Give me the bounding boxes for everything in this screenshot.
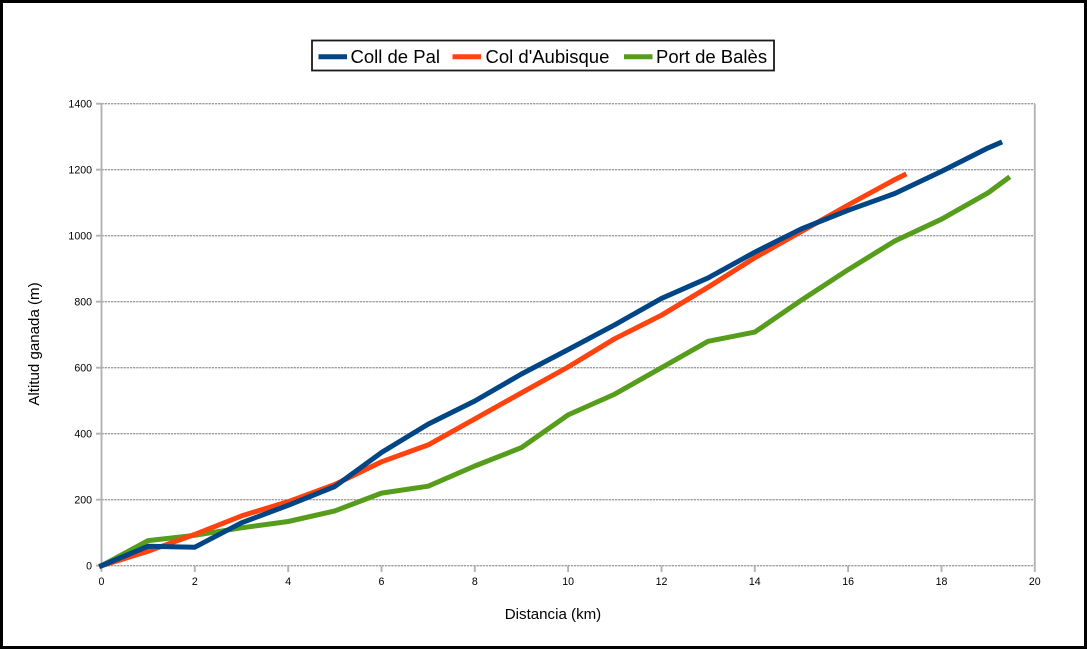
svg-text:8: 8 xyxy=(472,576,478,588)
svg-text:Distancia (km): Distancia (km) xyxy=(505,606,601,623)
svg-text:2: 2 xyxy=(192,576,198,588)
svg-text:Port de Balès: Port de Balès xyxy=(656,46,767,67)
svg-text:4: 4 xyxy=(285,576,291,588)
svg-text:20: 20 xyxy=(1029,576,1041,588)
svg-text:Coll de Pal: Coll de Pal xyxy=(351,46,440,67)
svg-text:800: 800 xyxy=(74,297,92,309)
svg-text:10: 10 xyxy=(562,576,574,588)
svg-text:600: 600 xyxy=(74,363,92,375)
svg-text:1400: 1400 xyxy=(68,99,92,111)
svg-text:Altitud ganada (m): Altitud ganada (m) xyxy=(26,282,43,405)
svg-text:6: 6 xyxy=(379,576,385,588)
svg-text:18: 18 xyxy=(936,576,948,588)
svg-text:1000: 1000 xyxy=(68,231,92,243)
svg-text:1200: 1200 xyxy=(68,165,92,177)
svg-text:Col d'Aubisque: Col d'Aubisque xyxy=(486,46,610,67)
svg-text:200: 200 xyxy=(74,495,92,507)
svg-text:400: 400 xyxy=(74,429,92,441)
svg-text:0: 0 xyxy=(86,561,92,573)
svg-text:14: 14 xyxy=(749,576,761,588)
svg-text:0: 0 xyxy=(99,576,105,588)
svg-text:12: 12 xyxy=(656,576,668,588)
svg-text:16: 16 xyxy=(842,576,854,588)
